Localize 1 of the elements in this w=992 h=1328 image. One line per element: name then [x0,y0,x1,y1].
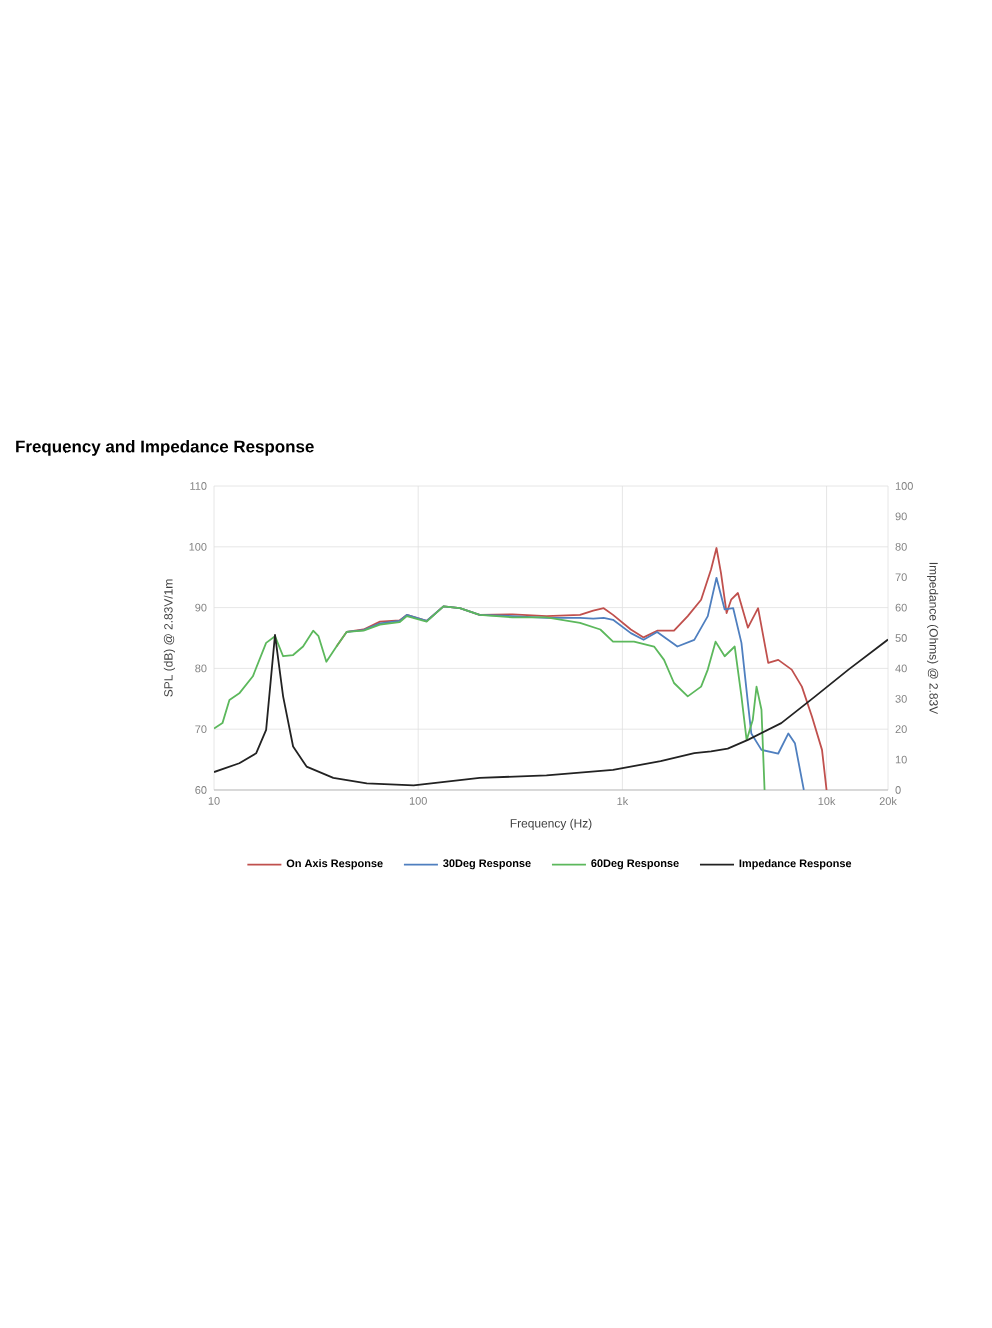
chart-title: Frequency and Impedance Response [16,440,314,456]
